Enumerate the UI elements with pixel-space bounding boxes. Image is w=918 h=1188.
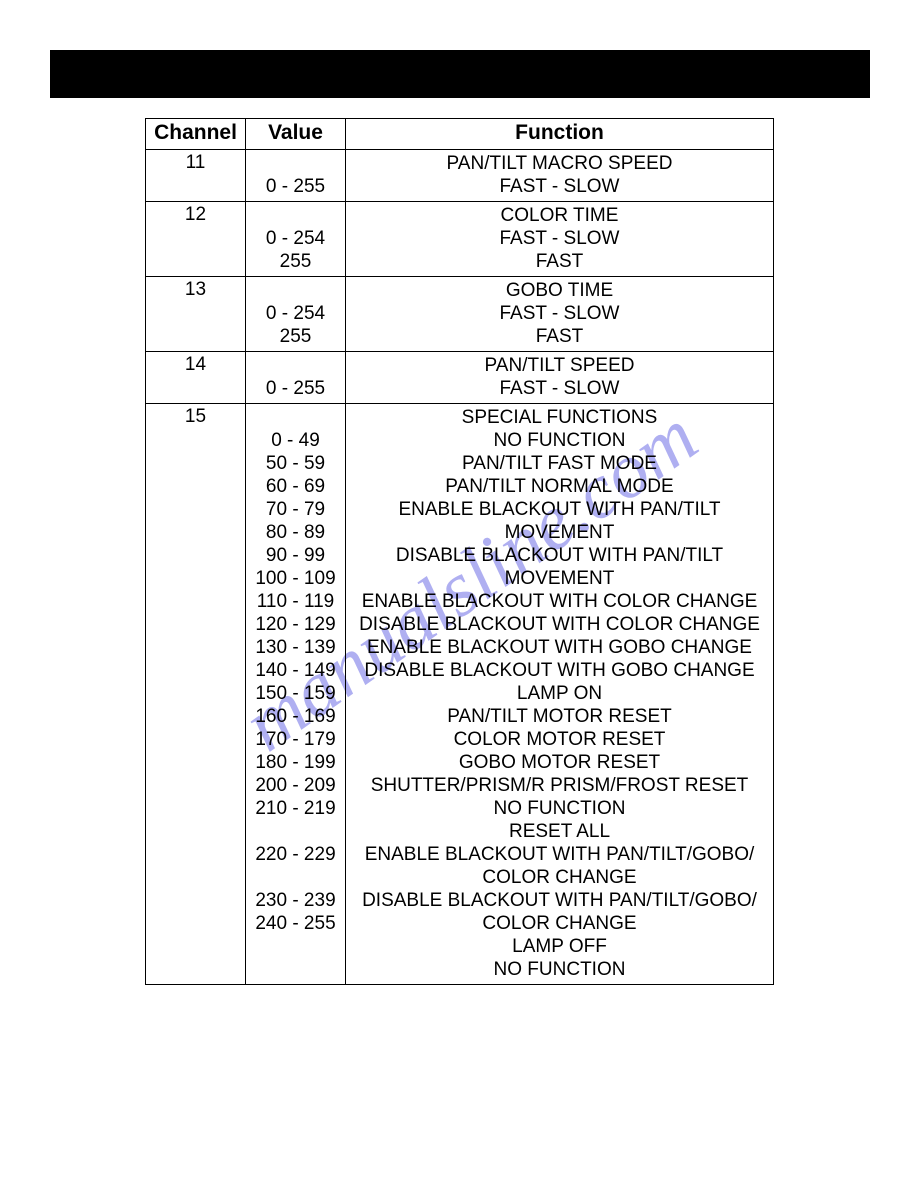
value-line	[248, 279, 343, 302]
value-line: 70 - 79	[248, 498, 343, 521]
function-cell: COLOR TIMEFAST - SLOWFAST	[346, 202, 774, 277]
value-line: 230 - 239	[248, 889, 343, 912]
value-line: 200 - 209	[248, 774, 343, 797]
function-line: GOBO TIME	[348, 279, 771, 302]
value-line: 0 - 254	[248, 227, 343, 250]
value-line: 170 - 179	[248, 728, 343, 751]
value-line: 0 - 255	[248, 175, 343, 198]
table-row: 14 0 - 255PAN/TILT SPEEDFAST - SLOW	[146, 352, 774, 404]
function-line: NO FUNCTION	[348, 797, 771, 820]
function-cell: PAN/TILT SPEEDFAST - SLOW	[346, 352, 774, 404]
function-line: DISABLE BLACKOUT WITH GOBO CHANGE	[348, 659, 771, 682]
function-line: SPECIAL FUNCTIONS	[348, 406, 771, 429]
header-black-band	[50, 50, 870, 98]
function-line: PAN/TILT MACRO SPEED	[348, 152, 771, 175]
value-cell: 0 - 254255	[246, 277, 346, 352]
function-line: PAN/TILT FAST MODE	[348, 452, 771, 475]
header-value: Value	[246, 119, 346, 150]
channel-cell: 14	[146, 352, 246, 404]
function-line: LAMP OFF	[348, 935, 771, 958]
table-row: 13 0 - 254255GOBO TIMEFAST - SLOWFAST	[146, 277, 774, 352]
function-line: COLOR CHANGE	[348, 866, 771, 889]
function-line: PAN/TILT SPEED	[348, 354, 771, 377]
table-row: 12 0 - 254255COLOR TIMEFAST - SLOWFAST	[146, 202, 774, 277]
value-line	[248, 820, 343, 843]
value-line	[248, 866, 343, 889]
function-line: FAST	[348, 250, 771, 273]
function-line: FAST	[348, 325, 771, 348]
value-line: 0 - 49	[248, 429, 343, 452]
value-line: 180 - 199	[248, 751, 343, 774]
function-line: COLOR MOTOR RESET	[348, 728, 771, 751]
value-line: 60 - 69	[248, 475, 343, 498]
value-line: 0 - 254	[248, 302, 343, 325]
value-cell: 0 - 4950 - 5960 - 6970 - 7980 - 8990 - 9…	[246, 404, 346, 985]
value-line: 220 - 229	[248, 843, 343, 866]
value-line: 110 - 119	[248, 590, 343, 613]
function-line: FAST - SLOW	[348, 302, 771, 325]
function-line: COLOR CHANGE	[348, 912, 771, 935]
value-line	[248, 354, 343, 377]
value-line: 80 - 89	[248, 521, 343, 544]
function-line: DISABLE BLACKOUT WITH PAN/TILT/GOBO/	[348, 889, 771, 912]
value-line: 210 - 219	[248, 797, 343, 820]
function-cell: GOBO TIMEFAST - SLOWFAST	[346, 277, 774, 352]
function-line: LAMP ON	[348, 682, 771, 705]
value-line	[248, 204, 343, 227]
dmx-table-body: 11 0 - 255PAN/TILT MACRO SPEEDFAST - SLO…	[146, 150, 774, 985]
value-line	[248, 152, 343, 175]
function-line: RESET ALL	[348, 820, 771, 843]
value-line: 150 - 159	[248, 682, 343, 705]
function-line: DISABLE BLACKOUT WITH PAN/TILT MOVEMENT	[348, 544, 771, 590]
header-function: Function	[346, 119, 774, 150]
function-line: ENABLE BLACKOUT WITH PAN/TILT/GOBO/	[348, 843, 771, 866]
function-line: SHUTTER/PRISM/R PRISM/FROST RESET	[348, 774, 771, 797]
function-line: GOBO MOTOR RESET	[348, 751, 771, 774]
function-line: DISABLE BLACKOUT WITH COLOR CHANGE	[348, 613, 771, 636]
value-line: 0 - 255	[248, 377, 343, 400]
function-line: FAST - SLOW	[348, 227, 771, 250]
function-line: PAN/TILT NORMAL MODE	[348, 475, 771, 498]
function-line: FAST - SLOW	[348, 377, 771, 400]
table-row: 15 0 - 4950 - 5960 - 6970 - 7980 - 8990 …	[146, 404, 774, 985]
dmx-table: Channel Value Function 11 0 - 255PAN/TIL…	[145, 118, 774, 985]
value-line: 120 - 129	[248, 613, 343, 636]
function-cell: SPECIAL FUNCTIONSNO FUNCTIONPAN/TILT FAS…	[346, 404, 774, 985]
function-line: ENABLE BLACKOUT WITH PAN/TILT MOVEMENT	[348, 498, 771, 544]
value-line: 130 - 139	[248, 636, 343, 659]
channel-cell: 13	[146, 277, 246, 352]
value-line: 255	[248, 250, 343, 273]
header-channel: Channel	[146, 119, 246, 150]
value-line: 255	[248, 325, 343, 348]
value-cell: 0 - 255	[246, 150, 346, 202]
value-line: 50 - 59	[248, 452, 343, 475]
function-line: ENABLE BLACKOUT WITH GOBO CHANGE	[348, 636, 771, 659]
value-cell: 0 - 254255	[246, 202, 346, 277]
dmx-table-container: Channel Value Function 11 0 - 255PAN/TIL…	[145, 118, 773, 985]
value-line	[248, 406, 343, 429]
page: manualsline.com Channel Value Function 1…	[0, 0, 918, 1188]
channel-cell: 11	[146, 150, 246, 202]
value-line: 90 - 99	[248, 544, 343, 567]
table-row: 11 0 - 255PAN/TILT MACRO SPEEDFAST - SLO…	[146, 150, 774, 202]
value-line: 140 - 149	[248, 659, 343, 682]
function-line: PAN/TILT MOTOR RESET	[348, 705, 771, 728]
function-line: COLOR TIME	[348, 204, 771, 227]
function-cell: PAN/TILT MACRO SPEEDFAST - SLOW	[346, 150, 774, 202]
channel-cell: 15	[146, 404, 246, 985]
function-line: NO FUNCTION	[348, 958, 771, 981]
value-cell: 0 - 255	[246, 352, 346, 404]
function-line: NO FUNCTION	[348, 429, 771, 452]
value-line: 100 - 109	[248, 567, 343, 590]
value-line: 160 - 169	[248, 705, 343, 728]
value-line: 240 - 255	[248, 912, 343, 935]
function-line: ENABLE BLACKOUT WITH COLOR CHANGE	[348, 590, 771, 613]
function-line: FAST - SLOW	[348, 175, 771, 198]
table-header-row: Channel Value Function	[146, 119, 774, 150]
channel-cell: 12	[146, 202, 246, 277]
